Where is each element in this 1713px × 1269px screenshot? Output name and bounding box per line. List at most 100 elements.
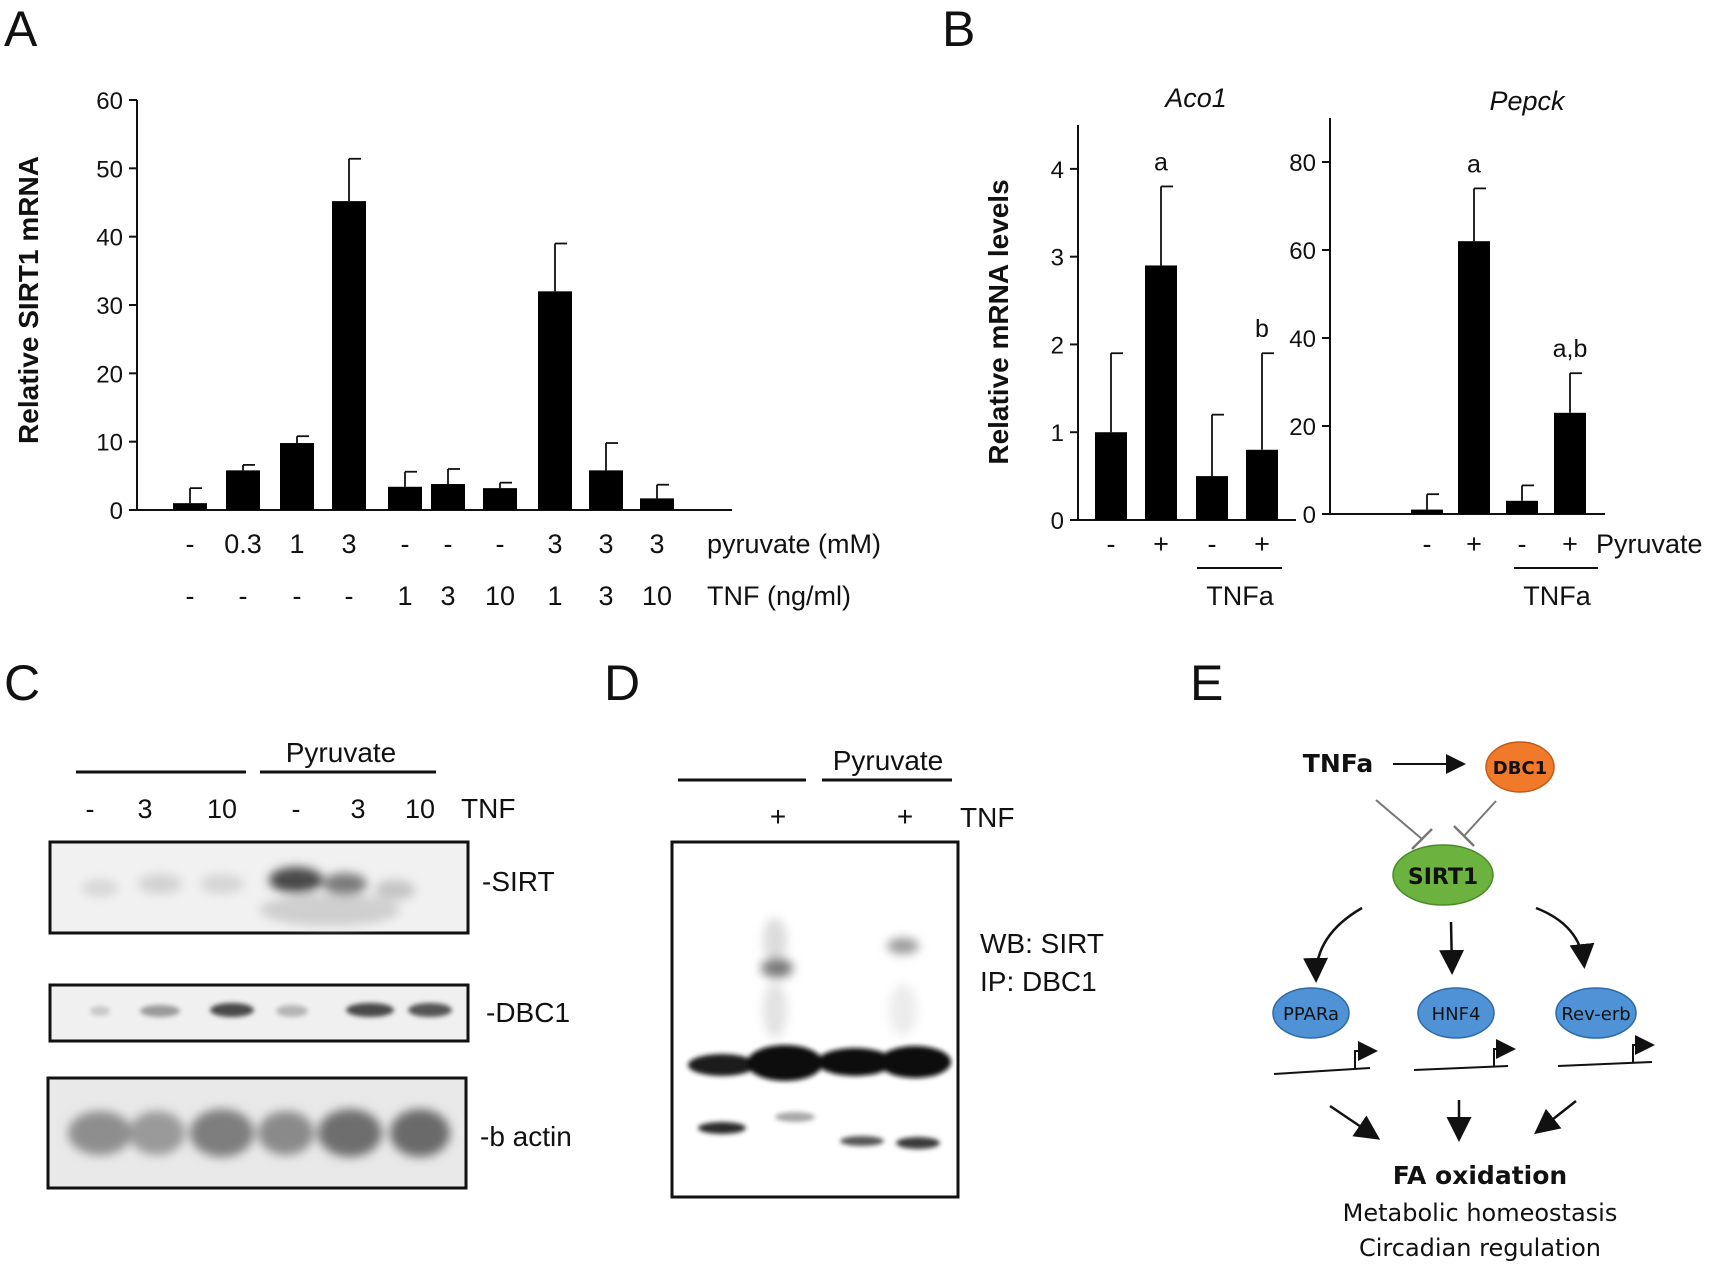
hnf4-label: HNF4 <box>1432 1004 1481 1025</box>
aco1-bar <box>1095 432 1127 520</box>
hnf4-promoter-icon <box>1413 1039 1516 1071</box>
panel-a-pyruvate-value: 3 <box>547 529 562 559</box>
panel-a-y-tick-label: 0 <box>110 498 123 525</box>
actin-blot-label: -b actin <box>480 1121 572 1152</box>
ppara-to-fa-arrow <box>1329 1104 1381 1140</box>
panel-a-pyruvate-row: -0.3 1 3- - -3 3 3 <box>186 529 665 559</box>
aco1-bar <box>1145 265 1177 520</box>
aco1-y-tick-label: 2 <box>1051 332 1064 359</box>
dbc1-blot-label: -DBC1 <box>486 997 570 1028</box>
tnfa-inhibit-bar <box>1411 828 1433 850</box>
panel-e-letter: E <box>1190 655 1223 711</box>
panel-a-y-tick-label: 10 <box>96 430 123 457</box>
panel-a-y-tick-label: 30 <box>96 293 123 320</box>
dbc1-node <box>1485 741 1555 793</box>
sirt-blot <box>48 840 470 935</box>
panel-a-tnf-value: 10 <box>642 581 672 611</box>
pepck-y-ticks: 0 20 40 60 80 <box>1289 150 1330 529</box>
panel-a-tnf-value: - <box>239 581 248 611</box>
panel-a-axes <box>130 100 732 511</box>
sirt1-label: SIRT1 <box>1408 865 1478 890</box>
panel-a-tnf-value: 3 <box>440 581 455 611</box>
panel-a-letter: A <box>4 1 38 57</box>
panel-a-y-ticks: 0 10 20 30 40 50 60 <box>96 88 137 525</box>
panel-a-pyruvate-label: pyruvate (mM) <box>707 529 881 559</box>
panel-a-bar <box>431 484 465 510</box>
sirt1-to-ppara-arrow <box>1303 906 1363 983</box>
aco1-bars: ab <box>1095 148 1278 520</box>
panel-a-bar <box>173 503 207 510</box>
pepck-bars: a a,b <box>1411 150 1587 514</box>
reverb-promoter-icon <box>1557 1035 1655 1067</box>
panel-a-y-tick-label: 40 <box>96 225 123 252</box>
panel-a-tnf-value: 3 <box>598 581 613 611</box>
tnfa-inhibit-line <box>1375 799 1423 840</box>
dbc1-inhibit-line <box>1463 800 1497 837</box>
reverb-node <box>1555 987 1637 1039</box>
pepck-chart-title: Pepck <box>1489 86 1566 116</box>
aco1-y-tick-label: 1 <box>1051 420 1064 447</box>
aco1-chart-title: Aco1 <box>1163 83 1227 113</box>
panel-c-pyruvate-label: Pyruvate <box>286 737 397 768</box>
panel-c-letter: C <box>4 655 40 711</box>
reverb-label: Rev-erb <box>1561 1004 1630 1025</box>
aco1-treatment-sign: + <box>1254 529 1270 559</box>
panel-a-y-tick-label: 50 <box>96 156 123 183</box>
panel-a-tnf-value: - <box>186 581 195 611</box>
sirt1-node <box>1392 844 1494 906</box>
pepck-y-tick-label: 40 <box>1289 326 1316 353</box>
wb-label: WB: SIRT <box>980 928 1104 959</box>
panel-d-lane-4-sign: + <box>897 801 913 832</box>
aco1-y-tick-label: 4 <box>1051 157 1064 184</box>
panel-d-tnf-label: TNF <box>960 802 1014 833</box>
aco1-treatment-sign: - <box>1107 529 1116 559</box>
aco1-y-tick-label: 3 <box>1051 245 1064 272</box>
metabolic-homeostasis-label: Metabolic homeostasis <box>1343 1199 1618 1227</box>
aco1-treatment-sign: - <box>1208 529 1217 559</box>
panel-a-y-tick-label: 60 <box>96 88 123 115</box>
pepck-treatment-sign: - <box>1518 529 1527 559</box>
aco1-bar <box>1196 476 1228 520</box>
panel-d-letter: D <box>604 655 640 711</box>
panel-a-bar <box>538 291 572 510</box>
panel-a-bar <box>388 486 422 510</box>
pepck-significance-label: a <box>1467 150 1481 178</box>
pepck-tnfa-label: TNFa <box>1523 581 1591 611</box>
panel-a-pyruvate-value: 3 <box>341 529 356 559</box>
ip-label: IP: DBC1 <box>980 966 1097 997</box>
sirt1-to-reverb-arrow <box>1535 906 1595 969</box>
ppara-node <box>1272 987 1350 1039</box>
panel-c-lane-labels: - 3 10 - 3 10 <box>86 794 436 824</box>
panel-a-bar <box>483 488 517 510</box>
panel-a-tnf-value: - <box>345 581 354 611</box>
panel-a-bar <box>589 470 623 510</box>
panel-d-pyruvate-label: Pyruvate <box>833 745 944 776</box>
panel-b-pyruvate-label: Pyruvate <box>1596 529 1703 559</box>
sirt-blot-label: -SIRT <box>482 866 555 897</box>
aco1-tnfa-label: TNFa <box>1206 581 1274 611</box>
ip-blot <box>670 840 960 1199</box>
reverb-to-fa-arrow <box>1534 1100 1577 1135</box>
panel-b-y-axis-label: Relative mRNA levels <box>983 179 1014 464</box>
dbc1-inhibit-bar <box>1453 825 1475 847</box>
panel-a-pyruvate-value: 1 <box>289 529 304 559</box>
ppara-promoter-icon <box>1273 1041 1378 1075</box>
pepck-y-tick-label: 60 <box>1289 238 1316 265</box>
pepck-treatment-sign: - <box>1423 529 1432 559</box>
panel-a-bar <box>332 201 366 510</box>
panel-a-pyruvate-value: - <box>496 529 505 559</box>
tnfa-node: TNFa <box>1303 749 1373 778</box>
pepck-treatment-sign: + <box>1562 529 1578 559</box>
panel-c-lane-label: 10 <box>207 794 237 824</box>
aco1-treatment-row: - + - + <box>1107 529 1270 559</box>
pepck-significance-label: a,b <box>1553 335 1588 363</box>
aco1-significance-label: b <box>1255 315 1269 343</box>
dbc1-label: DBC1 <box>1493 758 1547 779</box>
panel-a-bar <box>640 498 674 510</box>
aco1-treatment-sign: + <box>1153 529 1169 559</box>
panel-a-bar <box>280 443 314 510</box>
fa-oxidation-label: FA oxidation <box>1393 1161 1567 1190</box>
panel-a-tnf-value: - <box>293 581 302 611</box>
ppara-label: PPARa <box>1283 1004 1339 1025</box>
